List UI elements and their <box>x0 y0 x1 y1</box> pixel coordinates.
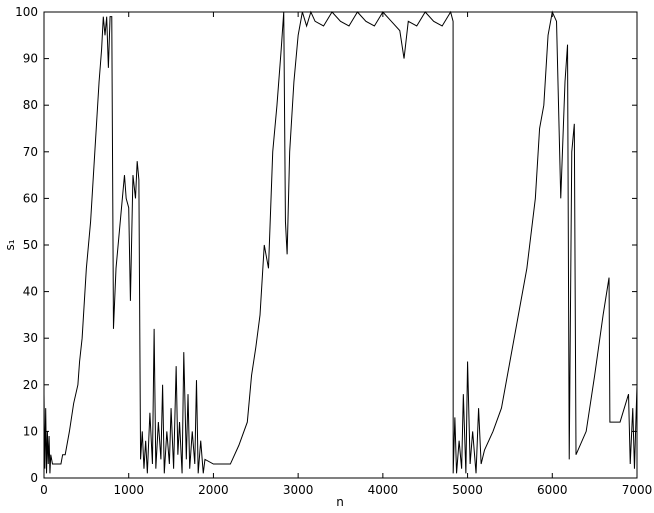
axes-frame <box>43 11 638 479</box>
x-axis-label: n <box>336 495 344 509</box>
x-tick-label: 5000 <box>452 483 483 497</box>
x-tick-label: 7000 <box>622 483 653 497</box>
y-tick-label: 100 <box>15 5 38 19</box>
x-tick-label: 1000 <box>113 483 144 497</box>
x-tick-label: 0 <box>40 483 48 497</box>
y-tick-label: 50 <box>23 238 38 252</box>
line-series <box>43 10 638 474</box>
y-tick-label: 0 <box>30 471 38 485</box>
y-tick-label: 20 <box>23 378 38 392</box>
y-tick-label: 10 <box>23 424 38 438</box>
x-tick-label: 2000 <box>198 483 229 497</box>
y-tick-label: 70 <box>23 145 38 159</box>
y-tick-label: 40 <box>23 285 38 299</box>
x-tick-label: 4000 <box>368 483 399 497</box>
y-tick-label: 90 <box>23 52 38 66</box>
y-tick-label: 30 <box>23 331 38 345</box>
y-axis-label: s₁ <box>3 239 17 250</box>
x-tick-label: 3000 <box>283 483 314 497</box>
y-tick-label: 80 <box>23 98 38 112</box>
x-tick-label: 6000 <box>537 483 568 497</box>
y-tick-label: 60 <box>23 191 38 205</box>
